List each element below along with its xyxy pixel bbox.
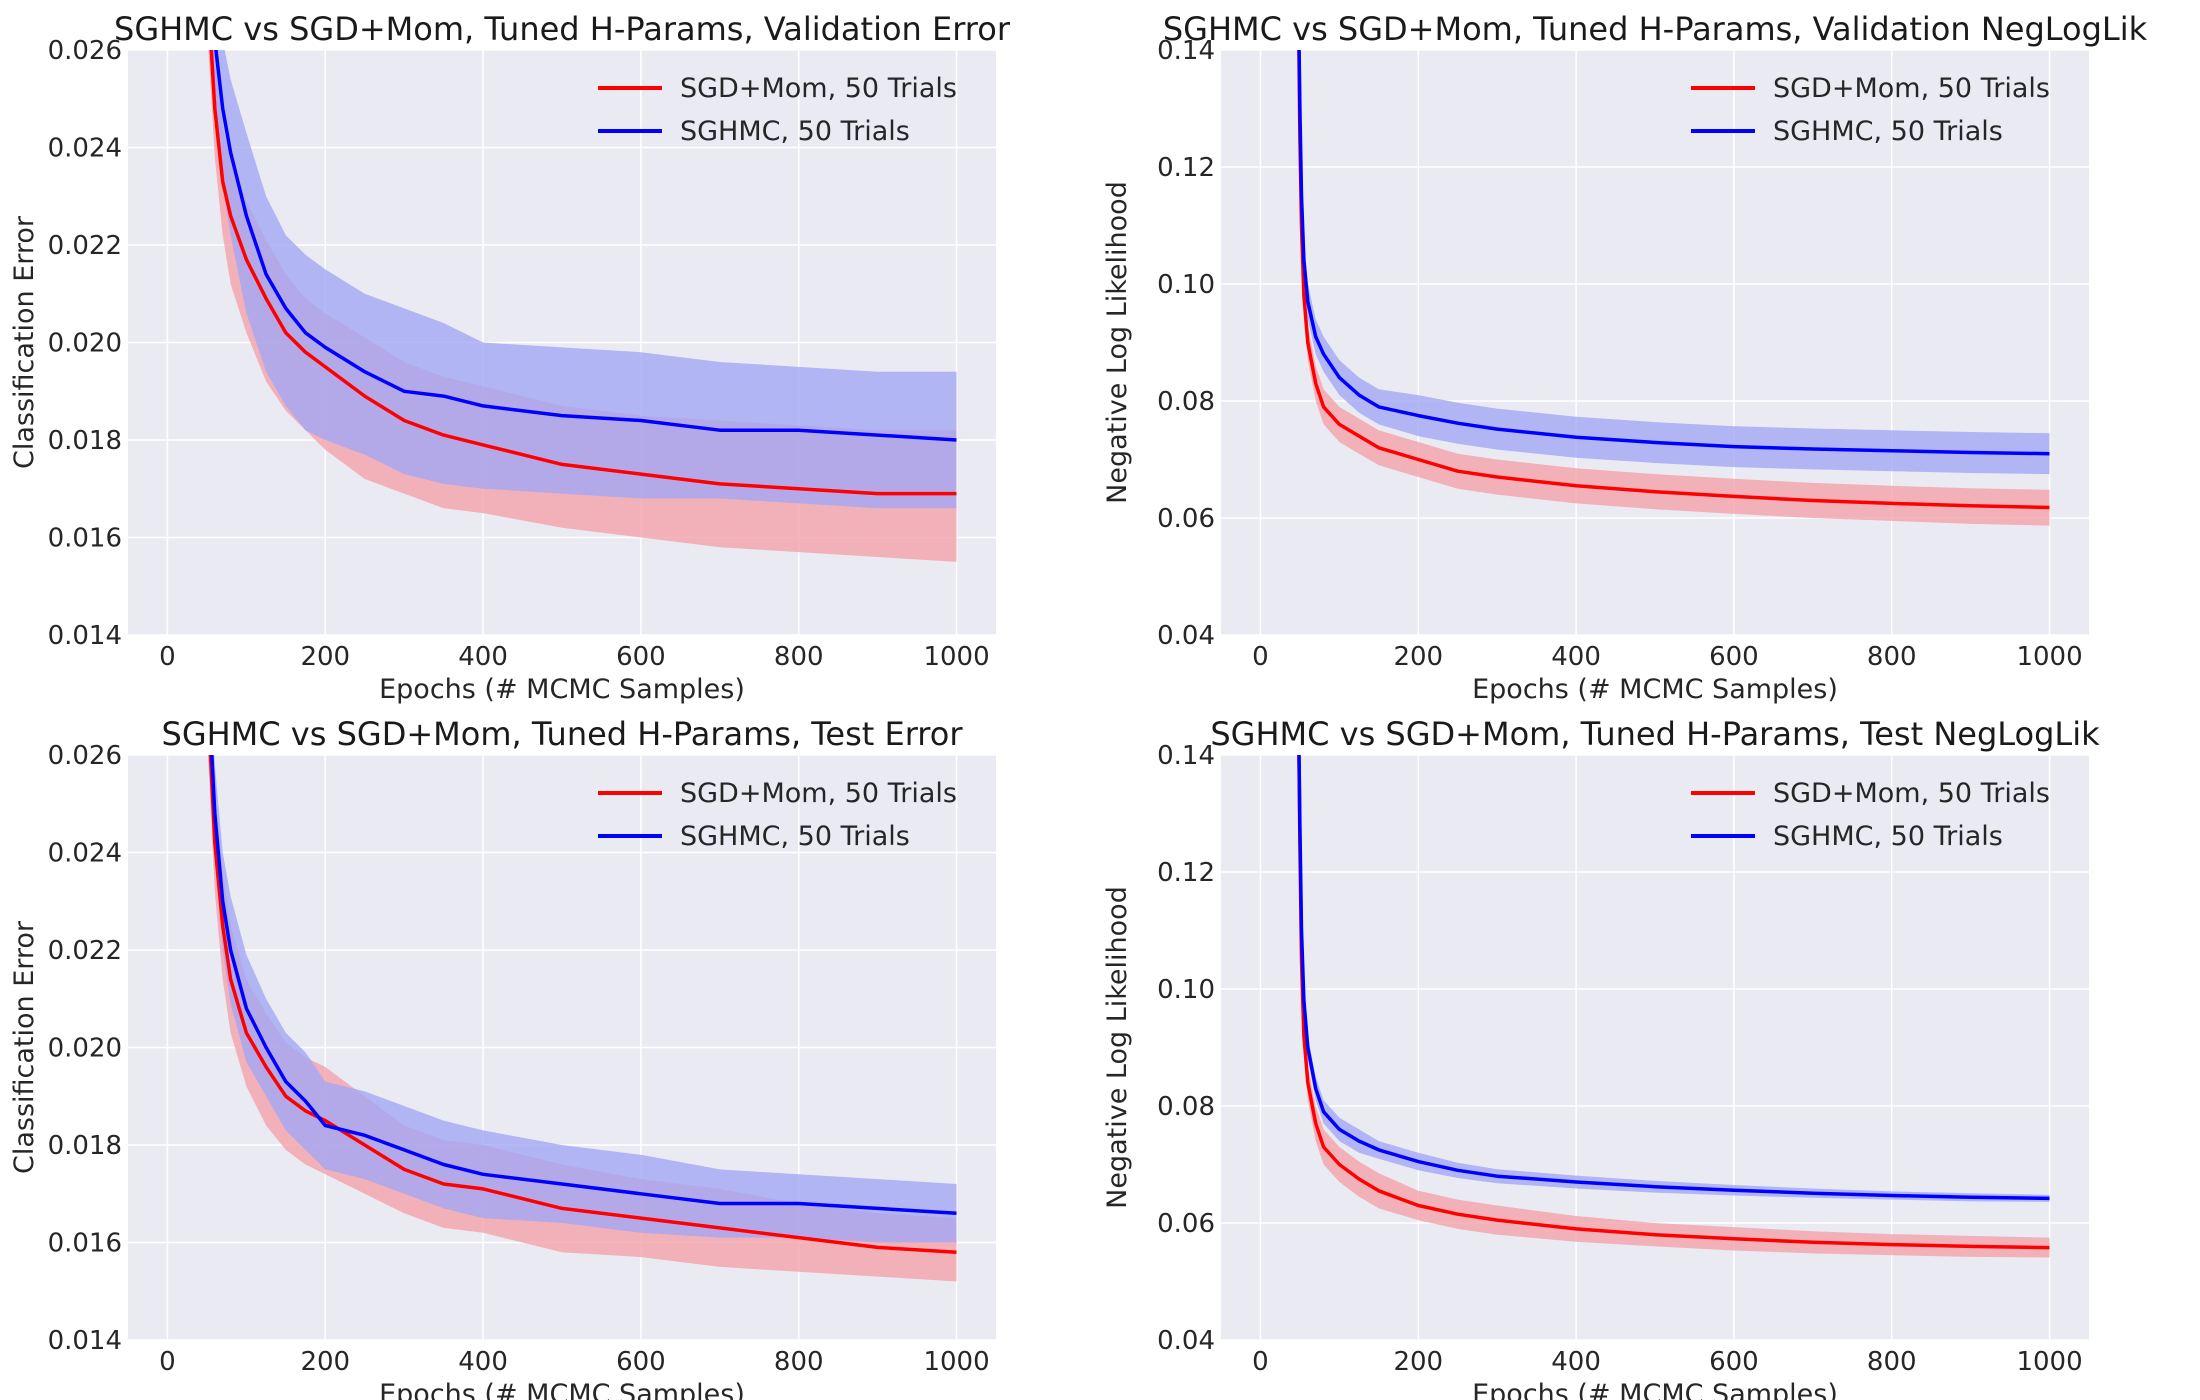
y-tick-label: 0.020: [48, 329, 122, 359]
confidence-band-series-2: [1298, 755, 2050, 1202]
y-tick-label: 0.04: [1157, 621, 1215, 651]
x-tick-label: 600: [616, 1347, 666, 1377]
y-tick-label: 0.016: [48, 1229, 122, 1259]
y-tick-label: 0.10: [1157, 270, 1215, 300]
x-tick-label: 800: [774, 1347, 824, 1377]
legend-label-series-2: SGHMC, 50 Trials: [680, 116, 910, 147]
y-tick-label: 0.026: [48, 36, 122, 66]
x-tick-label: 1000: [2016, 642, 2082, 672]
x-tick-label: 200: [1393, 642, 1443, 672]
legend-label-series-2: SGHMC, 50 Trials: [1773, 116, 2003, 147]
y-tick-label: 0.04: [1157, 1326, 1215, 1356]
chart-panel-4: 0 200 400 600 800 1000 0.04 0.06 0.08 0.10 0.12 0.1…: [1102, 715, 2100, 1400]
y-tick-label: 0.018: [48, 426, 122, 456]
y-tick-label: 0.024: [48, 839, 122, 869]
y-tick-label: 0.022: [48, 936, 122, 966]
legend-label-series-1: SGD+Mom, 50 Trials: [680, 778, 957, 809]
chart-panel-1: 0 200 400 600 800 1000 0.014 0.016 0.018 0.020 0.0…: [9, 10, 1011, 705]
series-layer: [1297, 755, 2050, 1258]
x-axis-label: Epochs (# MCMC Samples): [379, 674, 745, 705]
y-tick-label: 0.024: [48, 134, 122, 164]
x-tick-label: 200: [300, 642, 350, 672]
series-layer: [1297, 50, 2050, 526]
x-tick-label: 1000: [2016, 1347, 2082, 1377]
plot-area: [1221, 50, 2089, 635]
legend: SGD+Mom, 50 Trials SGHMC, 50 Trials: [598, 778, 957, 852]
series-line-2: [214, 50, 957, 442]
y-tick-label: 0.08: [1157, 1092, 1215, 1122]
x-tick-label: 800: [1867, 642, 1917, 672]
series-line-2: [1297, 50, 2050, 456]
y-tick-label: 0.08: [1157, 387, 1215, 417]
x-tick-label: 400: [458, 642, 508, 672]
series-line-1: [1297, 50, 2050, 510]
y-tick-label: 0.12: [1157, 858, 1215, 888]
y-axis-label: Classification Error: [9, 215, 40, 469]
y-tick-label: 0.10: [1157, 975, 1215, 1005]
x-tick-label: 600: [1709, 1347, 1759, 1377]
legend: SGD+Mom, 50 Trials SGHMC, 50 Trials: [1691, 73, 2050, 147]
chart-title: SGHMC vs SGD+Mom, Tuned H-Params, Valida…: [1163, 10, 2148, 48]
y-tick-label: 0.14: [1157, 741, 1215, 771]
x-tick-label: 400: [1551, 642, 1601, 672]
x-tick-label: 0: [1252, 1347, 1269, 1377]
y-tick-label: 0.014: [48, 621, 122, 651]
y-tick-label: 0.016: [48, 524, 122, 554]
x-tick-label: 1000: [923, 642, 989, 672]
legend: SGD+Mom, 50 Trials SGHMC, 50 Trials: [1691, 778, 2050, 852]
x-tick-label: 200: [300, 1347, 350, 1377]
y-axis-label: Negative Log Likelihood: [1102, 886, 1133, 1209]
y-tick-label: 0.06: [1157, 504, 1215, 534]
x-tick-label: 800: [1867, 1347, 1917, 1377]
legend-label-series-2: SGHMC, 50 Trials: [680, 821, 910, 852]
series-line-1: [209, 50, 957, 496]
legend-label-series-2: SGHMC, 50 Trials: [1773, 821, 2003, 852]
chart-title: SGHMC vs SGD+Mom, Tuned H-Params, Valida…: [114, 10, 1011, 48]
chart-title: SGHMC vs SGD+Mom, Tuned H-Params, Test E…: [162, 715, 964, 753]
y-tick-label: 0.014: [48, 1326, 122, 1356]
x-tick-label: 0: [1252, 642, 1269, 672]
x-tick-label: 0: [159, 1347, 176, 1377]
x-tick-label: 400: [1551, 1347, 1601, 1377]
legend: SGD+Mom, 50 Trials SGHMC, 50 Trials: [598, 73, 957, 147]
y-tick-label: 0.018: [48, 1131, 122, 1161]
x-axis-label: Epochs (# MCMC Samples): [379, 1379, 745, 1400]
y-tick-label: 0.020: [48, 1034, 122, 1064]
x-axis-label: Epochs (# MCMC Samples): [1472, 1379, 1838, 1400]
x-tick-label: 800: [774, 642, 824, 672]
y-axis-label: Classification Error: [9, 920, 40, 1174]
x-tick-label: 600: [616, 642, 666, 672]
chart-panel-3: 0 200 400 600 800 1000 0.014 0.016 0.018 0.020 0.0…: [9, 715, 996, 1400]
x-tick-label: 1000: [923, 1347, 989, 1377]
legend-label-series-1: SGD+Mom, 50 Trials: [1773, 73, 2050, 104]
x-tick-label: 0: [159, 642, 176, 672]
series-layer: [208, 50, 957, 562]
y-tick-label: 0.026: [48, 741, 122, 771]
y-tick-label: 0.14: [1157, 36, 1215, 66]
chart-panel-2: 0 200 400 600 800 1000 0.04 0.06 0.08 0.10 0.12 0.1…: [1102, 10, 2148, 705]
x-tick-label: 400: [458, 1347, 508, 1377]
y-axis-label: Negative Log Likelihood: [1102, 181, 1133, 504]
x-tick-label: 200: [1393, 1347, 1443, 1377]
series-line-2: [210, 755, 957, 1216]
x-tick-label: 600: [1709, 642, 1759, 672]
series-line-2: [1297, 755, 2050, 1201]
chart-title: SGHMC vs SGD+Mom, Tuned H-Params, Test N…: [1210, 715, 2100, 753]
series-line-1: [208, 755, 957, 1255]
x-axis-label: Epochs (# MCMC Samples): [1472, 674, 1838, 705]
confidence-band-series-2: [209, 755, 957, 1243]
y-tick-label: 0.022: [48, 231, 122, 261]
series-line-1: [1297, 755, 2050, 1250]
y-tick-label: 0.06: [1157, 1209, 1215, 1239]
legend-label-series-1: SGD+Mom, 50 Trials: [680, 73, 957, 104]
series-layer: [208, 755, 957, 1282]
legend-label-series-1: SGD+Mom, 50 Trials: [1773, 778, 2050, 809]
confidence-band-series-2: [210, 50, 957, 509]
y-tick-label: 0.12: [1157, 153, 1215, 183]
